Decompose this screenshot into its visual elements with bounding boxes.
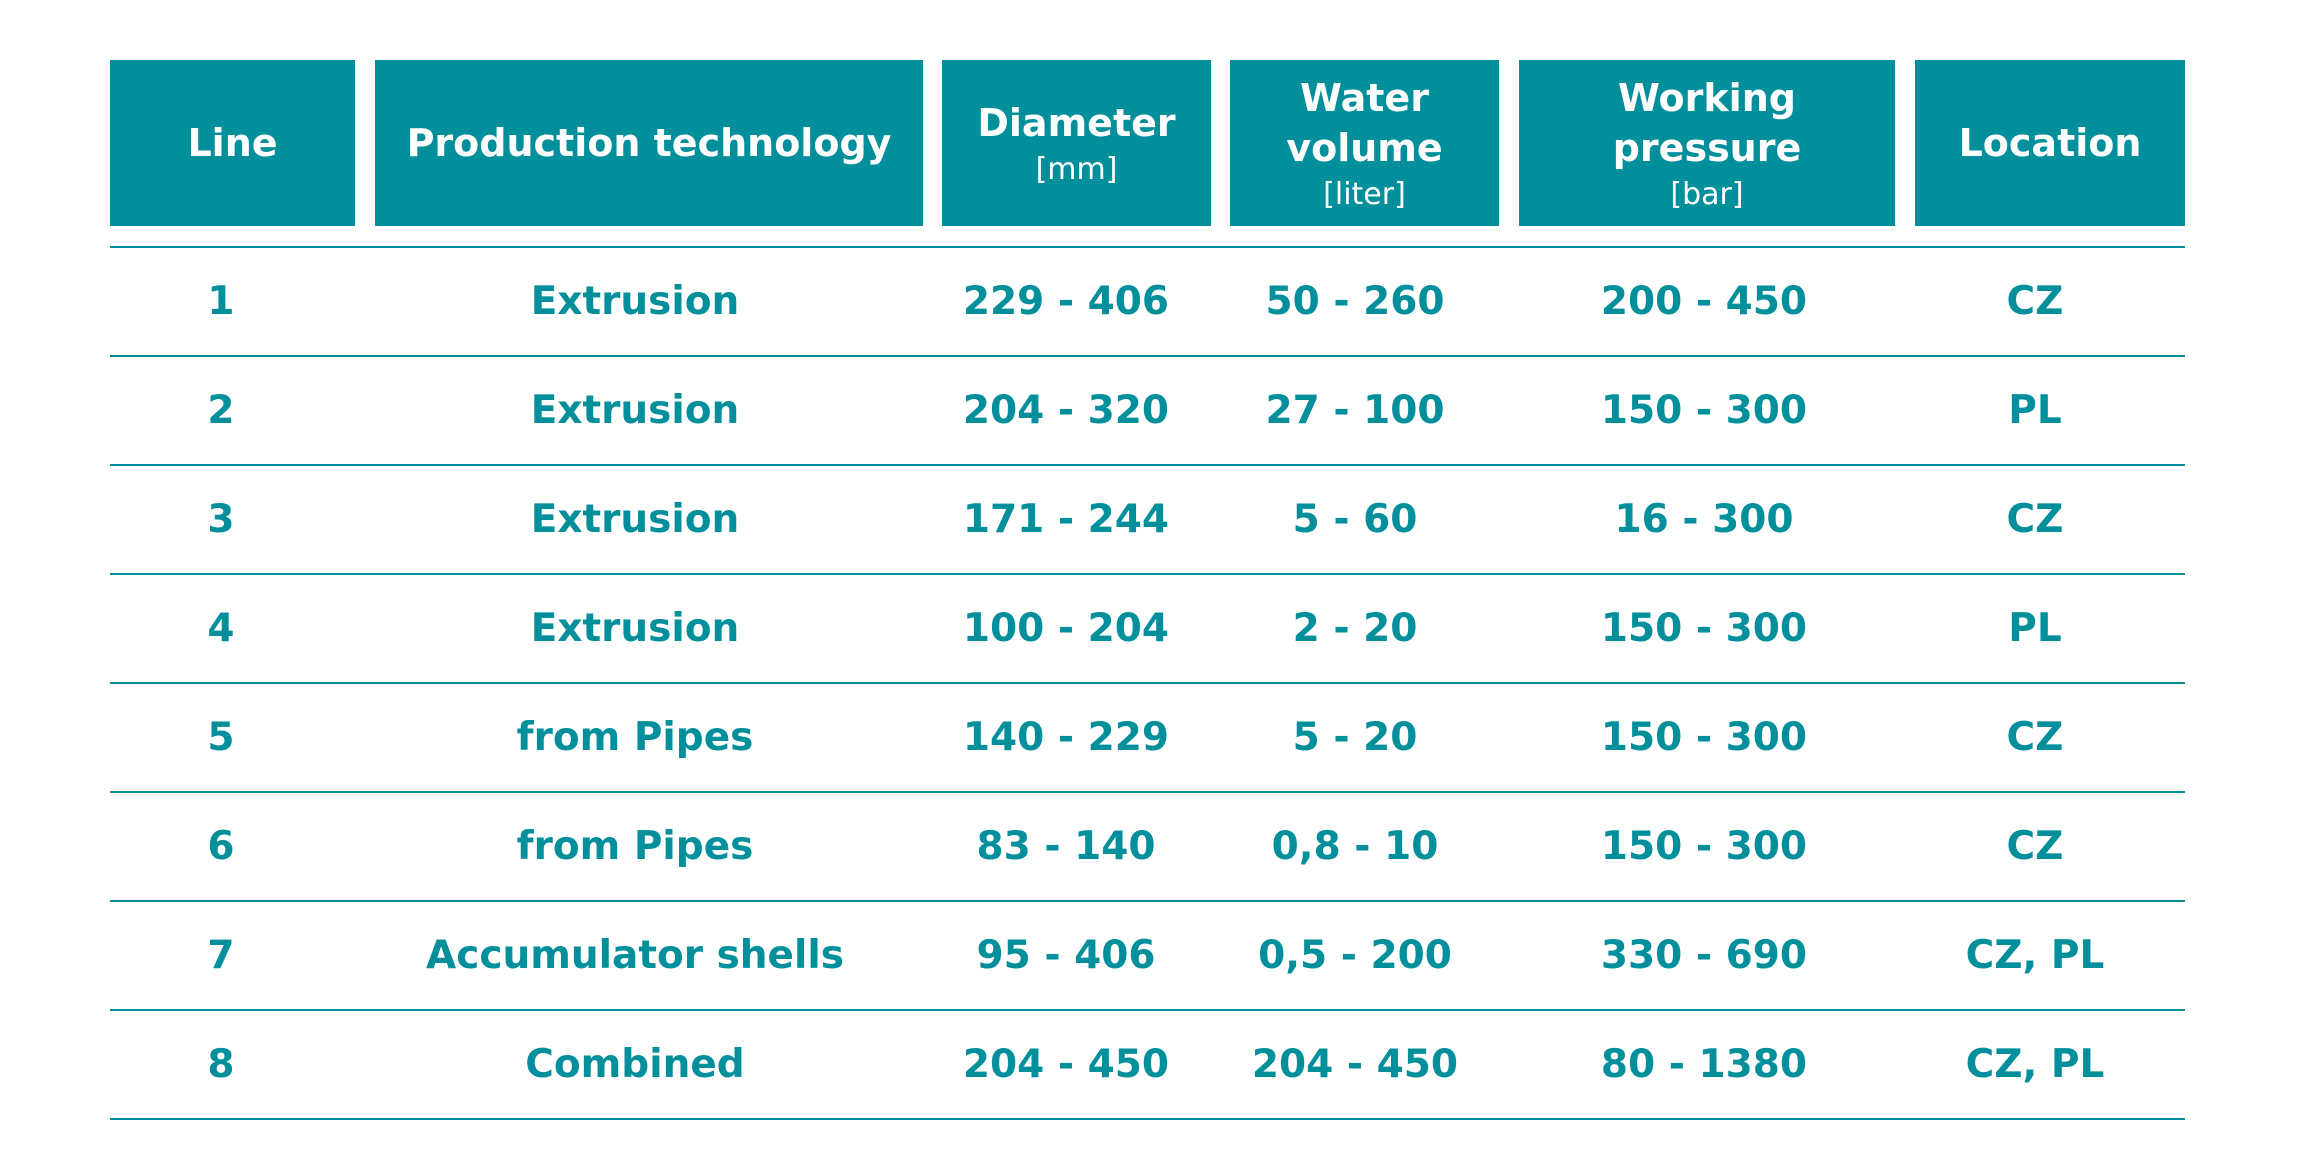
header-working-pressure: Working pressure [bar] — [1519, 60, 1895, 226]
cell-technology: from Pipes — [516, 824, 754, 869]
cell-line: 8 — [207, 1042, 235, 1087]
header-divider — [110, 246, 2185, 248]
header-title: Working pressure — [1612, 76, 1802, 170]
cell-location: PL — [2008, 606, 2062, 651]
cell-technology: Extrusion — [530, 606, 740, 651]
header-diameter: Diameter [mm] — [942, 60, 1211, 226]
cell-diameter: 229 - 406 — [962, 279, 1170, 324]
specs-table: Line Production technology Diameter [mm]… — [110, 60, 2185, 1120]
header-title: Line — [187, 121, 278, 165]
header-title: Water volume — [1286, 76, 1443, 170]
cell-working-pressure: 330 - 690 — [1600, 933, 1808, 978]
cell-location: CZ — [2006, 497, 2064, 542]
cell-water-volume: 0,8 - 10 — [1271, 824, 1439, 869]
cell-location: CZ, PL — [1965, 933, 2105, 978]
header-line: Line — [110, 60, 355, 226]
cell-diameter: 100 - 204 — [962, 606, 1170, 651]
table-row: 4 Extrusion 100 - 204 2 - 20 150 - 300 PL — [110, 575, 2185, 684]
cell-working-pressure: 150 - 300 — [1600, 824, 1808, 869]
cell-water-volume: 5 - 60 — [1292, 497, 1418, 542]
cell-line: 3 — [207, 497, 235, 542]
table-header: Line Production technology Diameter [mm]… — [110, 60, 2185, 226]
cell-location: CZ — [2006, 715, 2064, 760]
table-row: 3 Extrusion 171 - 244 5 - 60 16 - 300 CZ — [110, 466, 2185, 575]
cell-water-volume: 50 - 260 — [1265, 279, 1445, 324]
header-unit: [mm] — [1035, 152, 1118, 187]
cell-working-pressure: 150 - 300 — [1600, 715, 1808, 760]
cell-diameter: 204 - 320 — [962, 388, 1170, 433]
cell-working-pressure: 80 - 1380 — [1600, 1042, 1808, 1087]
cell-diameter: 95 - 406 — [976, 933, 1156, 978]
header-title: Location — [1958, 121, 2142, 165]
header-title: Production technology — [406, 121, 892, 165]
table-row: 8 Combined 204 - 450 204 - 450 80 - 1380 CZ, … — [110, 1011, 2185, 1120]
cell-water-volume: 2 - 20 — [1292, 606, 1418, 651]
cell-line: 4 — [207, 606, 235, 651]
cell-line: 5 — [207, 715, 235, 760]
cell-location: CZ — [2006, 824, 2064, 869]
header-water-volume: Water volume [liter] — [1230, 60, 1499, 226]
cell-working-pressure: 150 - 300 — [1600, 388, 1808, 433]
cell-location: CZ, PL — [1965, 1042, 2105, 1087]
table-row: 7 Accumulator shells 95 - 406 0,5 - 200 330 … — [110, 902, 2185, 1011]
cell-diameter: 171 - 244 — [962, 497, 1170, 542]
cell-diameter: 204 - 450 — [962, 1042, 1170, 1087]
cell-technology: Combined — [525, 1042, 745, 1087]
cell-technology: from Pipes — [516, 715, 754, 760]
cell-line: 7 — [207, 933, 235, 978]
table-row: 1 Extrusion 229 - 406 50 - 260 200 - 450 CZ — [110, 248, 2185, 357]
table-row: 6 from Pipes 83 - 140 0,8 - 10 150 - 300 CZ — [110, 793, 2185, 902]
header-unit: [liter] — [1323, 177, 1406, 212]
cell-water-volume: 5 - 20 — [1292, 715, 1418, 760]
cell-working-pressure: 200 - 450 — [1600, 279, 1808, 324]
cell-water-volume: 204 - 450 — [1251, 1042, 1459, 1087]
table-row: 2 Extrusion 204 - 320 27 - 100 150 - 300 PL — [110, 357, 2185, 466]
cell-diameter: 83 - 140 — [976, 824, 1156, 869]
cell-line: 1 — [207, 279, 235, 324]
cell-technology: Extrusion — [530, 497, 740, 542]
cell-working-pressure: 16 - 300 — [1614, 497, 1794, 542]
cell-water-volume: 27 - 100 — [1265, 388, 1445, 433]
cell-diameter: 140 - 229 — [962, 715, 1170, 760]
cell-location: CZ — [2006, 279, 2064, 324]
cell-water-volume: 0,5 - 200 — [1258, 933, 1452, 978]
cell-technology: Accumulator shells — [426, 933, 844, 978]
table-row: 5 from Pipes 140 - 229 5 - 20 150 - 300 CZ — [110, 684, 2185, 793]
cell-line: 2 — [207, 388, 235, 433]
cell-location: PL — [2008, 388, 2062, 433]
header-location: Location — [1915, 60, 2185, 226]
cell-technology: Extrusion — [530, 279, 740, 324]
header-unit: [bar] — [1670, 177, 1744, 212]
header-production-technology: Production technology — [375, 60, 923, 226]
header-title: Diameter — [977, 101, 1176, 145]
cell-line: 6 — [207, 824, 235, 869]
table-body: 1 Extrusion 229 - 406 50 - 260 200 - 450 CZ 2 E… — [110, 248, 2185, 1120]
cell-technology: Extrusion — [530, 388, 740, 433]
cell-working-pressure: 150 - 300 — [1600, 606, 1808, 651]
